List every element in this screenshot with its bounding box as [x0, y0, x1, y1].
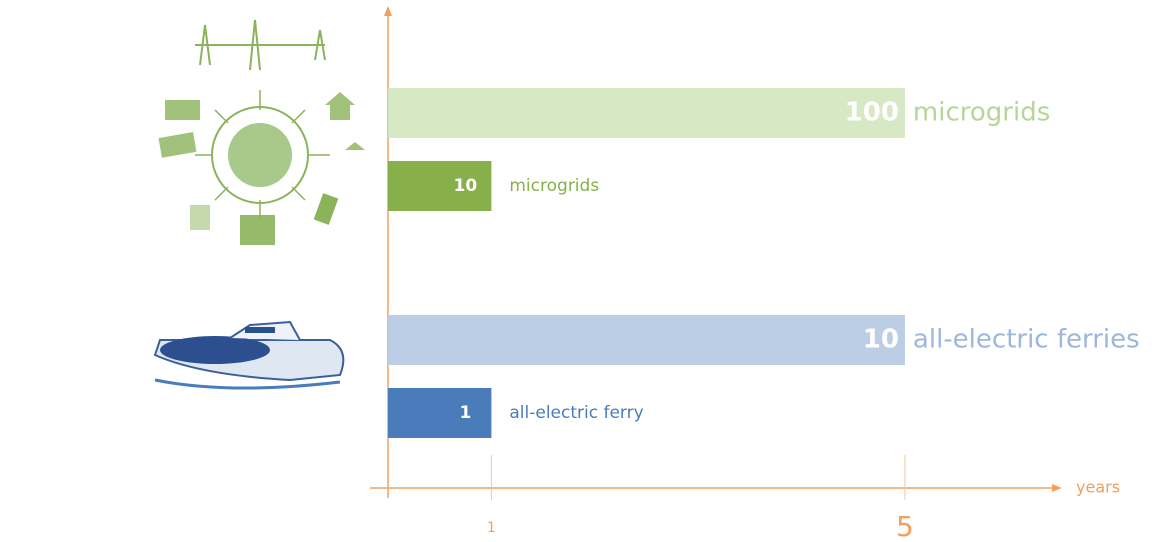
bar-unit: all-electric ferry	[509, 403, 643, 423]
bar-unit: microgrids	[509, 176, 599, 196]
bar-count: 100	[845, 98, 899, 128]
x-axis-arrow	[1052, 484, 1062, 492]
y-axis-arrow	[384, 6, 392, 16]
bar-count: 10	[454, 176, 478, 196]
x-tick-label: 5	[896, 510, 914, 542]
bar-count: 10	[863, 325, 899, 355]
bar-unit: all-electric ferries	[913, 325, 1140, 355]
bar	[388, 388, 491, 438]
bar-count: 1	[459, 403, 471, 423]
bar	[388, 315, 905, 365]
x-axis-label: years	[1076, 478, 1120, 497]
x-tick-label: 1	[487, 520, 496, 536]
ferry-icon	[155, 322, 343, 388]
microgrid-icon	[159, 20, 365, 245]
bar	[388, 88, 905, 138]
bar-unit: microgrids	[913, 98, 1050, 128]
chart: years 1 5 100 microgrids 10 microgrids 10 all-el…	[0, 0, 1165, 542]
